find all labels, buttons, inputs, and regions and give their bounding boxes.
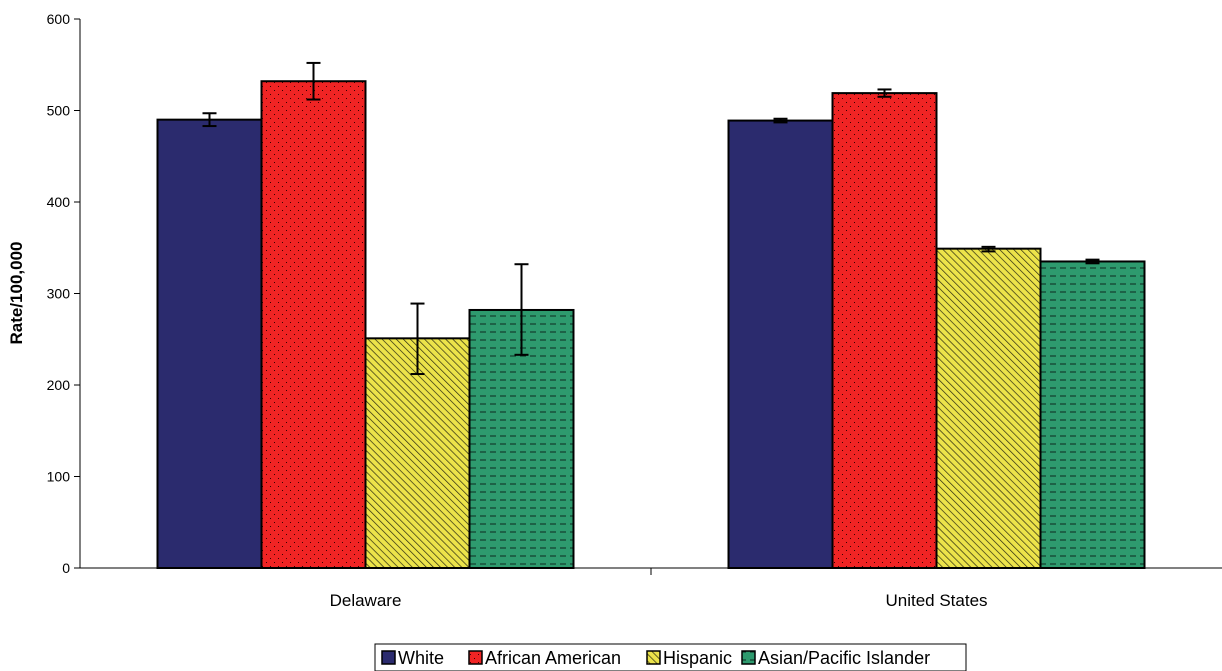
y-tick-label: 200 <box>47 377 71 393</box>
y-tick-label: 300 <box>47 286 71 302</box>
bar-african-american-united-states <box>831 92 938 570</box>
y-tick-label: 400 <box>47 194 71 210</box>
plot-area: 0 100 200 300 400 500 600 Delaware United States <box>47 11 1222 610</box>
legend-swatch-hispanic <box>646 650 661 665</box>
bar-hispanic-delaware <box>364 337 471 569</box>
y-tick-label: 0 <box>62 560 70 576</box>
y-tick-label: 500 <box>47 103 71 119</box>
y-tick-label: 100 <box>47 469 71 485</box>
bar-white-delaware <box>156 118 263 570</box>
legend-label-hispanic: Hispanic <box>663 648 732 668</box>
bar-african-american-delaware <box>260 80 367 569</box>
bar-hispanic-united-states <box>935 247 1042 569</box>
x-tick-label: Delaware <box>330 591 402 610</box>
bar-asian-pacific-islander-united-states <box>1039 260 1146 569</box>
bar-white-united-states <box>727 119 834 569</box>
legend-label-asian-pacific-islander: Asian/Pacific Islander <box>758 648 930 668</box>
legend-swatch-white <box>381 650 396 665</box>
y-axis-title: Rate/100,000 <box>7 241 26 344</box>
x-tick-label: United States <box>885 591 987 610</box>
legend-label-white: White <box>398 648 444 668</box>
legend-label-african-american: African American <box>485 648 621 668</box>
legend-swatch-african-american <box>468 650 483 665</box>
y-tick-label: 600 <box>47 11 71 27</box>
legend: White African American Hispanic Asian/Pa… <box>374 643 967 671</box>
legend-swatch-asian-pacific-islander <box>741 650 756 665</box>
